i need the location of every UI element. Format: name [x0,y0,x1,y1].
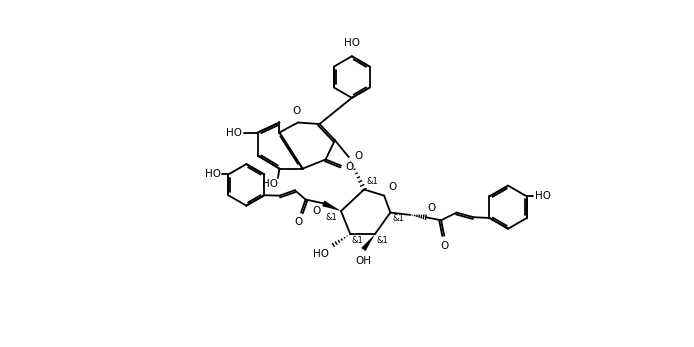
Text: O: O [388,182,396,192]
Text: HO: HO [226,127,242,137]
Text: O: O [428,203,436,213]
Text: O: O [345,162,353,172]
Text: HO: HO [262,179,278,189]
Text: O: O [294,217,303,227]
Text: O: O [312,206,320,215]
Text: HO: HO [205,169,221,179]
Text: &1: &1 [325,213,337,222]
Text: O: O [354,151,362,161]
Text: &1: &1 [376,236,388,245]
Text: HO: HO [344,38,359,48]
Text: &1: &1 [366,177,378,186]
Text: O: O [440,241,448,251]
Polygon shape [361,234,375,251]
Text: OH: OH [355,256,371,266]
Text: HO: HO [314,249,330,259]
Text: &1: &1 [352,236,364,245]
Text: HO: HO [534,192,550,201]
Polygon shape [322,201,341,211]
Text: O: O [292,106,301,116]
Text: &1: &1 [393,214,405,223]
